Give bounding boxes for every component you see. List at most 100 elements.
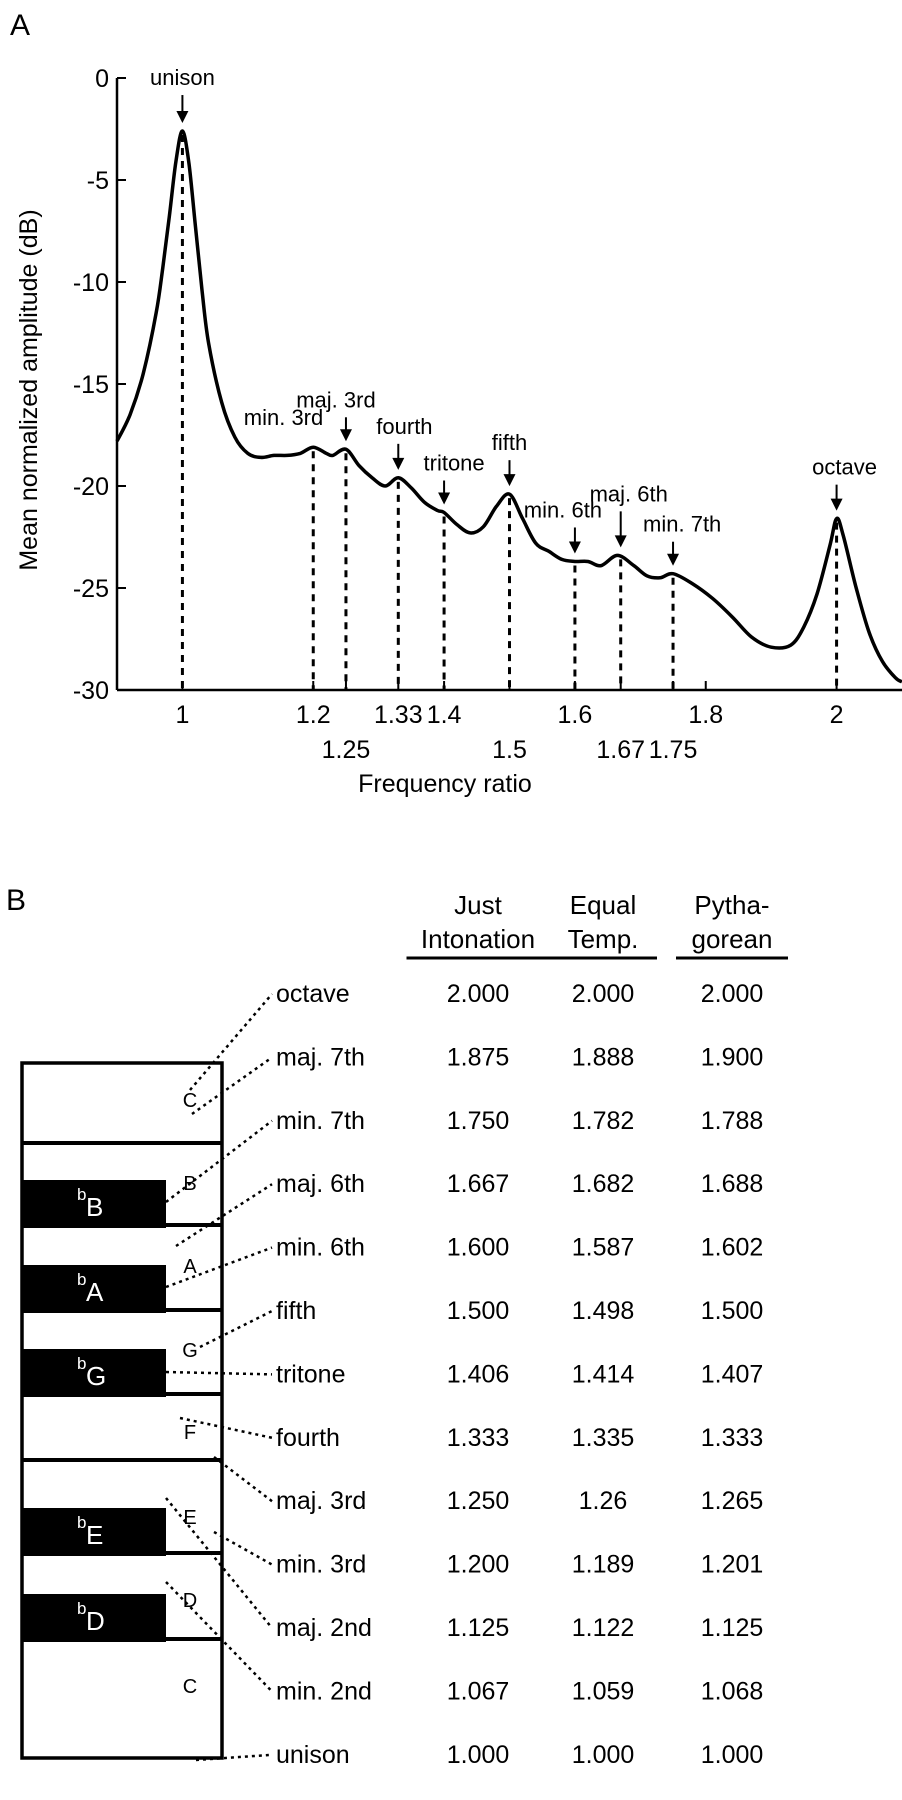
interval-connector [179, 1416, 273, 1440]
ratio-value: 1.125 [447, 1614, 510, 1642]
y-tick-label: -30 [73, 677, 109, 705]
y-tick-label: -10 [73, 269, 109, 297]
interval-connectors [165, 993, 273, 1762]
ratio-value: 1.059 [572, 1677, 635, 1705]
ratio-value: 1.750 [447, 1107, 510, 1135]
black-key [22, 1265, 166, 1313]
black-key-flat: b [77, 1185, 86, 1204]
arrow-head [503, 474, 516, 487]
interval-name: maj. 3rd [276, 1487, 366, 1515]
table-header: Just Intonation Equal Temp. Pytha-gorean [406, 890, 788, 960]
panel-b-label: B [6, 884, 26, 917]
interval-name: maj. 6th [276, 1170, 365, 1198]
table-row: maj. 6th 1.667 1.682 1.688 [276, 1170, 763, 1198]
interval-connector [165, 1119, 273, 1203]
ratio-value: 2.000 [701, 980, 764, 1008]
interval-connector [165, 1581, 273, 1693]
ratio-value: 1.067 [447, 1677, 510, 1705]
interval-name: min. 3rd [276, 1551, 366, 1579]
x-tick-label: 1.6 [558, 701, 593, 729]
y-tick-label: 0 [95, 65, 109, 93]
interval-connector [195, 1753, 273, 1762]
ratio-value: 1.201 [701, 1551, 764, 1579]
ratio-value: 1.500 [701, 1297, 764, 1325]
interval-name: fifth [276, 1297, 316, 1325]
interval-connector [165, 1246, 273, 1289]
chart-a: Mean normalized amplitude (dB) Frequency… [15, 65, 902, 798]
ratio-value: 2.000 [572, 980, 635, 1008]
peak-label: tritone [424, 451, 485, 476]
ratio-value: 1.414 [572, 1360, 635, 1388]
black-key [22, 1180, 166, 1228]
white-key-label: E [183, 1507, 196, 1529]
y-tick-label: -5 [87, 167, 109, 195]
table-row: min. 3rd 1.200 1.189 1.201 [276, 1551, 763, 1579]
ratio-value: 1.602 [701, 1234, 764, 1262]
y-tick-label: -15 [73, 371, 109, 399]
peak-guides [180, 135, 839, 690]
ratio-value: 1.875 [447, 1043, 510, 1071]
y-tick-label: -20 [73, 473, 109, 501]
interval-name: min. 7th [276, 1107, 365, 1135]
x-tick-label: 1.5 [492, 736, 527, 764]
peak-label: fourth [376, 414, 432, 439]
column-header-line2: gorean [692, 924, 773, 954]
interval-name: min. 6th [276, 1234, 365, 1262]
white-key-label: A [183, 1256, 197, 1278]
arrow-head [176, 111, 189, 124]
black-key-label: D [86, 1606, 105, 1636]
black-key [22, 1508, 166, 1556]
column-header-line2: Temp. [568, 924, 639, 954]
panel-a-label: A [10, 9, 30, 42]
peak-label: maj. 6th [590, 481, 668, 506]
interval-name: maj. 7th [276, 1043, 365, 1071]
x-tick-label: 1.75 [649, 736, 698, 764]
amplitude-curve [115, 129, 902, 684]
ratio-value: 1.587 [572, 1234, 635, 1262]
table-body: octave 2.000 2.000 2.000 maj. 7th 1.875 1.888 1… [276, 980, 763, 1769]
interval-name: tritone [276, 1360, 345, 1388]
interval-connector [175, 1183, 273, 1248]
ratio-value: 1.688 [701, 1170, 764, 1198]
x-tick-label: 1.4 [427, 701, 462, 729]
ratio-value: 1.406 [447, 1360, 510, 1388]
table-row: unison 1.000 1.000 1.000 [276, 1741, 763, 1769]
ratio-value: 2.000 [447, 980, 510, 1008]
interval-name: unison [276, 1741, 350, 1769]
ratio-value: 1.26 [579, 1487, 628, 1515]
interval-name: octave [276, 980, 350, 1008]
arrow-head [667, 553, 680, 566]
arrow-head [392, 457, 405, 470]
keyboard: bBbAbGbEbDCBAGFEDC [20, 1061, 224, 1760]
ratio-value: 1.682 [572, 1170, 635, 1198]
column-header-line1: Equal [570, 890, 637, 920]
black-key-label: B [86, 1192, 103, 1222]
table-row: fourth 1.333 1.335 1.333 [276, 1424, 763, 1452]
ratio-value: 1.189 [572, 1551, 635, 1579]
y-tick-label: -25 [73, 575, 109, 603]
white-key-label: C [183, 1676, 197, 1698]
x-tick-label: 1 [175, 701, 189, 729]
table-row: min. 7th 1.750 1.782 1.788 [276, 1107, 763, 1135]
white-key-label: D [183, 1590, 197, 1612]
peak-label: maj. 3rd [296, 387, 375, 412]
black-key-flat: b [77, 1270, 86, 1289]
y-axis-title: Mean normalized amplitude (dB) [15, 209, 43, 570]
interval-connector [189, 993, 273, 1091]
ratio-value: 1.498 [572, 1297, 635, 1325]
ratio-value: 1.000 [572, 1741, 635, 1769]
black-key [22, 1594, 166, 1642]
ratio-value: 1.250 [447, 1487, 510, 1515]
ratio-value: 1.068 [701, 1677, 764, 1705]
table-row: maj. 3rd 1.250 1.26 1.265 [276, 1487, 763, 1515]
x-tick-label: 2 [830, 701, 844, 729]
ratio-value: 1.122 [572, 1614, 635, 1642]
peak-label: fifth [492, 430, 527, 455]
column-header-line2: Intonation [421, 924, 535, 954]
interval-connector [191, 1056, 273, 1116]
peak-label: unison [150, 65, 215, 90]
black-key-flat: b [77, 1513, 86, 1532]
ratio-value: 1.788 [701, 1107, 764, 1135]
black-key-label: E [86, 1520, 103, 1550]
